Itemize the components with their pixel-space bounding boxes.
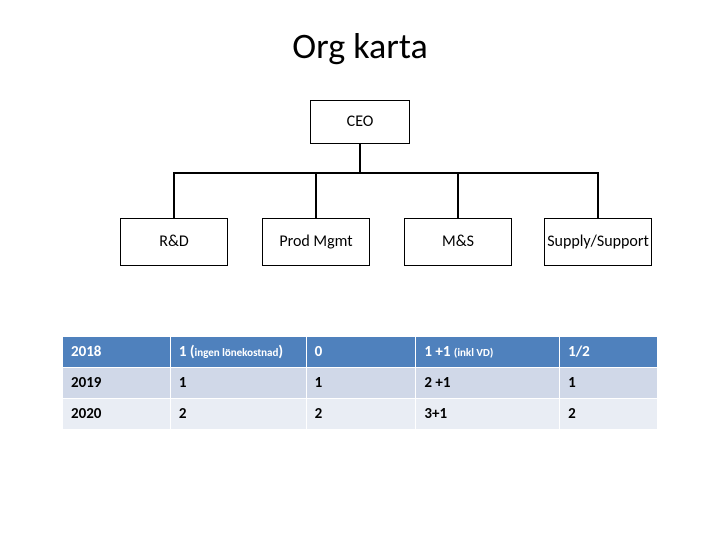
table-row: 2018 1 (ingen lönekostnad) 0 1 +1 (inkl … [63, 337, 658, 368]
cell-year: 2018 [63, 337, 171, 368]
cell: 1 [170, 368, 306, 399]
cell: 3+1 [416, 399, 560, 430]
cell: 2 [170, 399, 306, 430]
cell: 2 [560, 399, 658, 430]
cell: 1 (ingen lönekostnad) [170, 337, 306, 368]
org-node-rd: R&D [120, 218, 228, 266]
connector [174, 172, 599, 174]
headcount-table: 2018 1 (ingen lönekostnad) 0 1 +1 (inkl … [62, 336, 658, 430]
connector [173, 172, 175, 218]
cell-year: 2020 [63, 399, 171, 430]
cell: 1 +1 (inkl VD) [416, 337, 560, 368]
table-row: 2020 2 2 3+1 2 [63, 399, 658, 430]
cell-year: 2019 [63, 368, 171, 399]
page-title: Org karta [0, 24, 720, 68]
org-node-ceo: CEO [310, 100, 410, 144]
cell: 1 [560, 368, 658, 399]
cell: 1 [306, 368, 416, 399]
org-chart: CEO R&D Prod Mgmt M&S Supply/Support [0, 100, 720, 300]
cell: 2 +1 [416, 368, 560, 399]
cell: 0 [306, 337, 416, 368]
cell: 2 [306, 399, 416, 430]
connector [457, 172, 459, 218]
connector [359, 144, 361, 172]
table-row: 2019 1 1 2 +1 1 [63, 368, 658, 399]
org-node-supply-support: Supply/Support [544, 218, 652, 266]
connector [597, 172, 599, 218]
org-node-prod-mgmt: Prod Mgmt [262, 218, 370, 266]
org-node-ms: M&S [404, 218, 512, 266]
cell: 1/2 [560, 337, 658, 368]
connector [315, 172, 317, 218]
